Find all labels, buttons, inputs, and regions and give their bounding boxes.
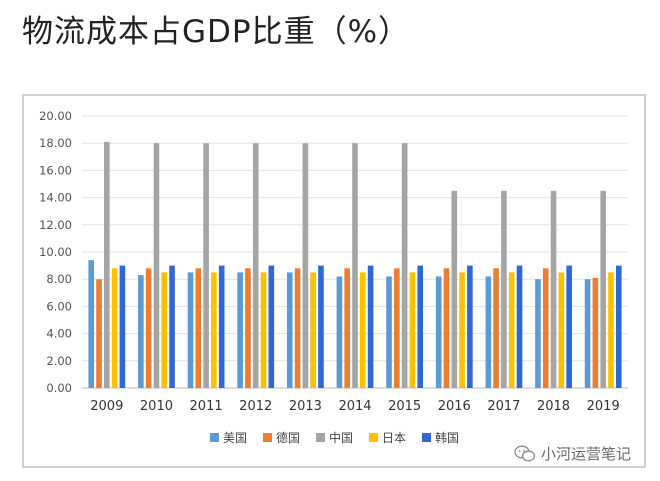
bar — [195, 268, 202, 388]
bar — [409, 272, 416, 388]
bar — [584, 279, 591, 388]
bar — [600, 190, 606, 388]
x-tick-label: 2012 — [239, 399, 272, 414]
bar — [104, 141, 110, 388]
bar — [96, 279, 102, 388]
bar — [542, 268, 549, 388]
legend-label: 中国 — [329, 430, 353, 445]
bar — [286, 272, 293, 388]
bar — [237, 272, 243, 388]
bar — [535, 279, 541, 388]
y-tick-label: 4.00 — [46, 327, 72, 341]
bar — [352, 143, 358, 388]
y-tick-label: 18.00 — [39, 136, 72, 150]
bar — [145, 268, 152, 388]
bar — [608, 272, 614, 388]
bar — [187, 272, 194, 388]
bar — [493, 268, 499, 388]
bar — [558, 272, 565, 388]
legend-swatch — [369, 433, 378, 442]
bar — [302, 143, 309, 388]
bar — [161, 272, 168, 388]
bar — [119, 265, 126, 388]
bar — [451, 190, 458, 388]
bar — [245, 268, 251, 388]
bar — [394, 268, 400, 388]
bar — [417, 265, 424, 388]
y-tick-label: 8.00 — [46, 272, 72, 286]
bar — [138, 275, 144, 388]
legend-swatch — [422, 433, 431, 442]
wechat-icon — [514, 445, 536, 461]
bar — [550, 190, 557, 388]
watermark-text: 小河运营笔记 — [541, 445, 632, 463]
page-title: 物流成本占GDP比重（%） — [22, 14, 411, 50]
y-tick-label: 16.00 — [39, 163, 72, 177]
y-tick-label: 12.00 — [39, 218, 72, 232]
watermark: 小河运营笔记 — [514, 443, 631, 464]
bar-chart: 0.00 2.00 4.00 6.00 8.00 10.00 12.00 14.00 16.00… — [39, 109, 628, 445]
bar — [260, 272, 267, 388]
bar — [592, 277, 599, 388]
x-tick-label: 2015 — [388, 399, 421, 414]
y-tick-label: 10.00 — [39, 245, 72, 259]
bar — [218, 265, 225, 388]
legend-swatch — [210, 433, 219, 442]
legend-label: 德国 — [276, 430, 300, 445]
bar — [268, 265, 275, 388]
legend-swatch — [263, 433, 272, 442]
bar — [203, 143, 209, 388]
x-tick-label: 2016 — [438, 399, 471, 414]
bar — [360, 272, 366, 388]
bar — [401, 143, 408, 388]
bar — [252, 143, 259, 388]
bar — [467, 265, 473, 388]
bar — [435, 276, 442, 388]
x-tick-label: 2017 — [487, 399, 520, 414]
legend-swatch — [316, 433, 325, 442]
bar — [508, 272, 515, 388]
y-tick-label: 0.00 — [46, 381, 72, 395]
bar — [367, 265, 374, 388]
legend-label: 韩国 — [435, 430, 459, 445]
bar — [566, 265, 572, 388]
bar — [344, 268, 350, 388]
bar — [501, 190, 507, 388]
bar — [310, 272, 316, 388]
legend-label: 日本 — [382, 431, 406, 445]
bar — [459, 272, 465, 388]
x-tick-label: 2009 — [90, 399, 123, 414]
x-tick-label: 2018 — [537, 399, 570, 414]
bar — [615, 265, 622, 388]
y-tick-label: 6.00 — [46, 299, 72, 313]
bar — [111, 268, 118, 388]
bar — [336, 276, 343, 388]
bar — [294, 268, 301, 388]
bar — [485, 276, 492, 388]
bar — [516, 265, 523, 388]
x-tick-label: 2010 — [140, 399, 173, 414]
bar — [169, 265, 175, 388]
legend-label: 美国 — [223, 431, 247, 445]
y-tick-label: 14.00 — [39, 191, 72, 205]
y-tick-label: 20.00 — [39, 109, 72, 123]
bar — [153, 143, 160, 388]
chart-frame: 0.00 2.00 4.00 6.00 8.00 10.00 12.00 14.00 16.00… — [22, 94, 646, 468]
y-tick-label: 2.00 — [46, 354, 72, 368]
x-tick-label: 2019 — [587, 399, 620, 414]
x-tick-label: 2014 — [338, 399, 371, 414]
bar — [443, 268, 450, 388]
bar — [211, 272, 217, 388]
bar — [318, 265, 324, 388]
x-tick-label: 2011 — [190, 399, 223, 414]
x-tick-label: 2013 — [289, 399, 322, 414]
bar — [88, 260, 95, 388]
bar — [386, 276, 392, 388]
